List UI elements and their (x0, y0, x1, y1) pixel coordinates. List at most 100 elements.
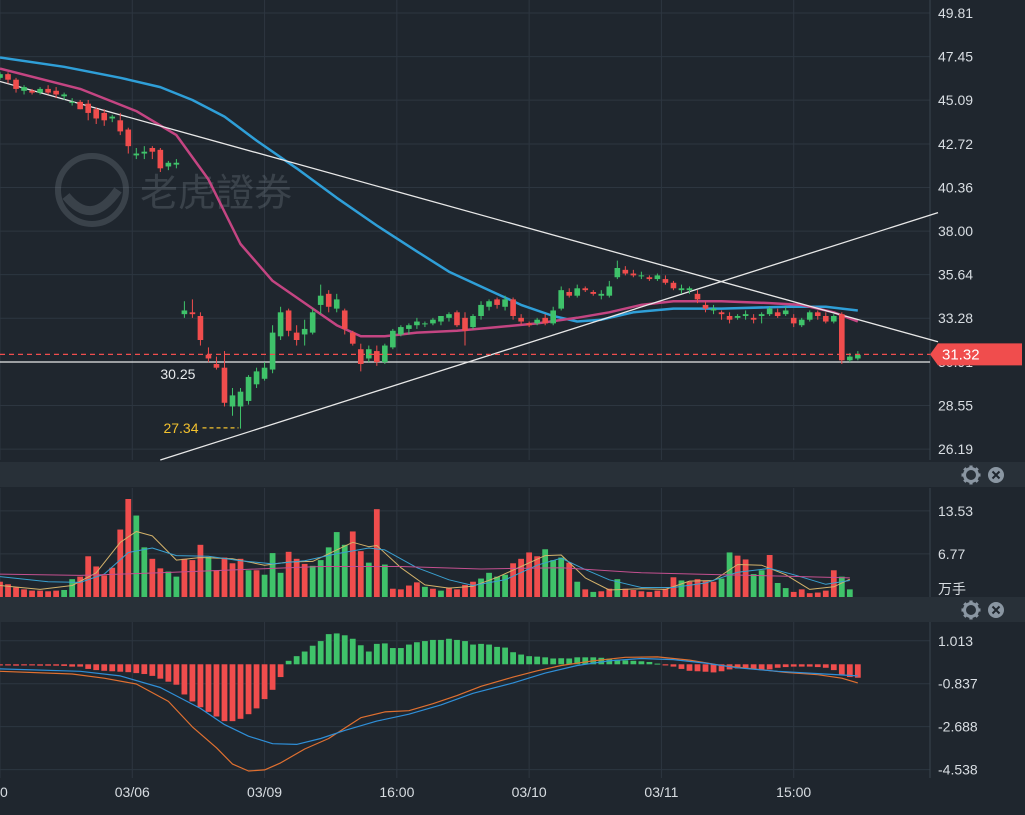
volume-bar (702, 581, 709, 597)
candle-body (341, 310, 348, 329)
candle-body (606, 286, 613, 296)
gear-icon (961, 465, 981, 485)
candle (790, 314, 797, 328)
candle-body (101, 112, 108, 121)
volume-bar (21, 589, 27, 597)
volume-bar (181, 558, 188, 597)
time-tick-label: 15:00 (776, 784, 811, 800)
candle-body (839, 314, 845, 361)
macd-histogram-bar (165, 664, 172, 682)
candle-body (566, 292, 573, 296)
candle (470, 314, 476, 329)
candle (662, 275, 669, 285)
candle (550, 306, 556, 326)
macd-histogram-bar (582, 657, 589, 665)
candle-body (293, 332, 300, 340)
macd-histogram-bar (558, 658, 565, 665)
volume-bar (189, 560, 196, 597)
macd-histogram-bar (750, 664, 757, 669)
price-tick-label: 33.28 (938, 310, 973, 326)
candle (686, 286, 693, 294)
candle (21, 85, 27, 95)
candle (758, 312, 765, 324)
candle-body (798, 319, 805, 326)
volume-bar (582, 589, 589, 597)
volume-bar (229, 563, 236, 597)
close-icon (988, 602, 1004, 618)
macd-histogram-bar (678, 664, 685, 669)
candle-body (269, 332, 276, 370)
trendline (160, 211, 939, 461)
volume-settings-button[interactable] (961, 465, 981, 485)
macd-histogram-bar (317, 641, 324, 665)
candle (855, 351, 861, 361)
volume-bar (205, 556, 212, 597)
candle-body (702, 304, 709, 309)
macd-histogram-bar (790, 664, 797, 667)
macd-histogram-bar (598, 657, 605, 665)
candle (742, 310, 749, 320)
candle-body (117, 120, 124, 132)
candle (614, 260, 621, 280)
watermark-tiger-stripe-icon (62, 187, 122, 216)
candle (782, 306, 789, 316)
volume-bar (462, 584, 468, 597)
high-low-label: 30.25 (160, 366, 195, 382)
macd-histogram-bar (422, 641, 428, 665)
volume-bar (774, 583, 781, 597)
volume-bar (710, 581, 717, 597)
candle (630, 269, 637, 278)
candle (45, 85, 51, 95)
candle-body (646, 277, 653, 280)
macd-histogram-bar (293, 656, 300, 665)
candle-body (374, 351, 380, 363)
candle (598, 290, 605, 300)
candle (269, 325, 276, 374)
macd-close-button[interactable] (988, 602, 1004, 618)
volume-bar (830, 570, 837, 597)
macd-histogram-bar (758, 664, 765, 671)
candle (798, 317, 805, 328)
candle (374, 345, 380, 366)
volume-bar (510, 563, 516, 597)
candle (654, 273, 661, 281)
candle (638, 271, 645, 280)
candle (53, 87, 59, 99)
candle-body (398, 327, 404, 335)
volume-bar (285, 551, 292, 597)
macd-histogram-bar (430, 639, 436, 665)
candle (293, 325, 300, 346)
candle-body (678, 288, 685, 291)
macd-histogram-bar (69, 664, 76, 667)
volume-bar (173, 576, 180, 597)
volume-bar (77, 576, 84, 597)
candle-body (574, 288, 581, 296)
candle (189, 299, 196, 318)
price-trendlines (0, 80, 939, 461)
candle (157, 148, 164, 172)
price-tick-label: 45.09 (938, 92, 973, 108)
macd-histogram-bar (566, 658, 573, 665)
candle (542, 314, 548, 326)
volume-bar (422, 586, 428, 597)
volume-grid (0, 488, 931, 597)
macd-grid (0, 622, 931, 778)
macd-settings-button[interactable] (961, 600, 981, 620)
macd-histogram-bar (710, 664, 717, 673)
volume-bar (349, 531, 356, 597)
volume-close-button[interactable] (988, 467, 1004, 483)
volume-bar (534, 556, 541, 597)
volume-bar (630, 590, 637, 597)
macd-histogram-bar (662, 664, 669, 666)
macd-histogram-bar (149, 664, 156, 676)
volume-bar (590, 591, 597, 597)
volume-bar (822, 590, 829, 597)
candle-body (45, 88, 51, 93)
candle-body (5, 74, 11, 80)
volume-bar (109, 567, 116, 597)
candle-body (438, 316, 444, 322)
volume-bar (502, 574, 508, 597)
candle (13, 77, 19, 93)
candle (325, 290, 332, 313)
